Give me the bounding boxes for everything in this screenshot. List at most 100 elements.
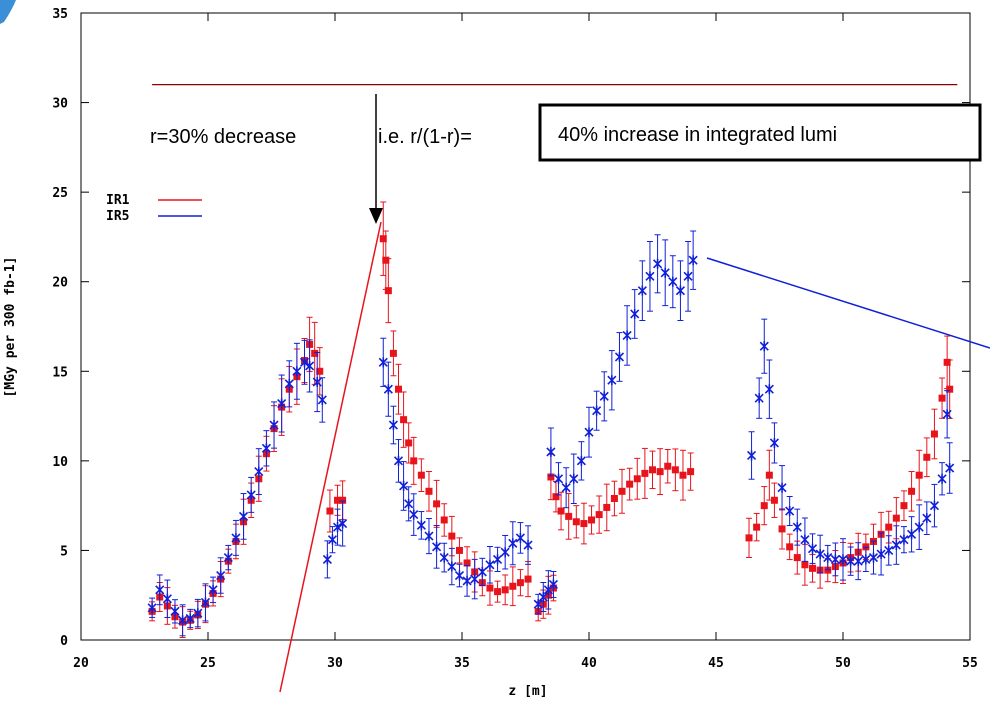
blue-pointer-line: [706, 257, 990, 349]
point-marker: [660, 267, 670, 278]
series-ir1: [148, 201, 954, 638]
data-point: [584, 406, 594, 458]
point-marker: [332, 522, 343, 533]
data-point: [416, 511, 426, 540]
point-marker: [846, 556, 856, 567]
data-point: [409, 493, 419, 536]
point-marker: [316, 367, 324, 375]
point-marker: [576, 455, 586, 466]
slide-accent-shape: [0, 0, 16, 24]
data-point: [861, 546, 871, 572]
point-marker: [930, 430, 938, 438]
data-point: [462, 565, 472, 597]
data-point: [838, 538, 848, 581]
data-point: [432, 525, 442, 569]
point-marker: [185, 613, 195, 624]
data-point: [455, 537, 463, 564]
point-marker: [759, 341, 769, 352]
point-marker: [764, 384, 774, 395]
x-tick-label: 55: [962, 656, 978, 671]
point-marker: [914, 522, 924, 533]
data-point: [884, 535, 894, 566]
point-marker: [382, 256, 390, 264]
point-marker: [322, 554, 332, 565]
point-marker: [455, 546, 463, 554]
data-point: [410, 436, 418, 485]
data-point: [942, 390, 952, 439]
point-marker: [923, 453, 931, 461]
data-point: [759, 318, 769, 374]
point-marker: [477, 566, 487, 577]
point-marker: [945, 463, 955, 474]
data-point: [170, 599, 180, 624]
point-marker: [378, 357, 388, 368]
point-marker: [501, 586, 509, 594]
point-marker: [580, 520, 588, 528]
data-point: [595, 495, 603, 534]
point-marker: [607, 375, 617, 386]
data-point: [633, 457, 641, 500]
point-marker: [929, 500, 940, 511]
point-marker: [538, 592, 548, 603]
point-marker: [454, 570, 465, 581]
data-point: [454, 563, 465, 588]
data-point: [645, 240, 655, 312]
point-marker: [193, 608, 203, 619]
point-marker: [630, 308, 640, 319]
point-marker: [622, 330, 632, 341]
point-marker: [509, 582, 517, 590]
data-point: [876, 532, 886, 576]
point-marker: [389, 349, 397, 357]
data-point: [395, 363, 402, 415]
data-point: [508, 521, 518, 566]
data-point: [440, 503, 448, 537]
data-point: [305, 339, 315, 393]
data-point: [823, 544, 833, 571]
data-point: [641, 447, 649, 499]
data-point: [216, 557, 226, 594]
data-point: [746, 431, 757, 480]
data-point: [688, 230, 698, 290]
point-marker: [610, 494, 618, 502]
point-marker: [626, 480, 634, 488]
data-point: [687, 452, 695, 491]
point-marker: [254, 466, 264, 477]
data-point: [800, 517, 810, 562]
point-marker: [770, 496, 778, 504]
data-point: [254, 448, 264, 496]
point-marker: [447, 561, 457, 572]
point-marker: [937, 473, 947, 484]
point-marker: [388, 420, 398, 431]
point-marker: [448, 532, 456, 540]
data-point: [299, 339, 310, 385]
point-marker: [588, 516, 596, 524]
y-tick-label: 20: [52, 276, 68, 291]
data-point: [494, 580, 502, 603]
point-marker: [383, 384, 393, 395]
data-point: [637, 260, 647, 321]
y-tick-label: 30: [52, 97, 68, 112]
point-marker: [792, 522, 802, 533]
point-marker: [269, 420, 279, 431]
data-point: [592, 390, 602, 431]
data-point: [656, 448, 664, 496]
data-point: [565, 493, 573, 540]
x-tick-label: 25: [200, 656, 216, 671]
data-point: [405, 422, 413, 464]
series-ir5: [147, 230, 955, 637]
data-point: [908, 471, 916, 512]
y-tick-labels: 0 5 10 15 20 25 30 35: [52, 7, 68, 649]
point-marker: [891, 540, 901, 551]
point-marker: [379, 235, 387, 243]
data-point: [937, 462, 947, 496]
data-point: [515, 522, 525, 554]
point-marker: [688, 255, 698, 266]
data-point: [675, 260, 686, 321]
legend: IR1 IR5: [106, 193, 202, 224]
point-marker: [595, 511, 603, 519]
point-marker: [284, 378, 294, 389]
point-marker: [754, 393, 764, 404]
data-point: [317, 377, 327, 423]
data-point: [327, 526, 338, 554]
